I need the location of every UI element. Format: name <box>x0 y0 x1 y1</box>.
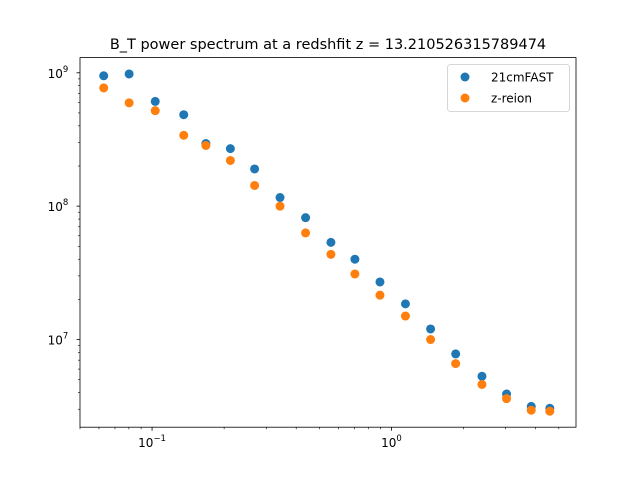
data-point-z-reion <box>502 394 512 404</box>
legend-box <box>447 64 570 112</box>
legend-label: 21cmFAST <box>491 71 554 85</box>
data-point-21cmfast <box>400 299 410 309</box>
data-point-z-reion <box>301 228 311 238</box>
data-point-21cmfast <box>426 324 436 334</box>
y-tick-label: 107 <box>48 332 69 348</box>
x-tick-label: 10−1 <box>138 434 166 450</box>
data-point-z-reion <box>179 130 189 140</box>
data-point-z-reion <box>124 98 134 108</box>
y-axis: 107 108 109 <box>48 65 80 410</box>
data-point-21cmfast <box>451 349 461 359</box>
data-point-21cmfast <box>250 164 260 174</box>
data-point-21cmfast <box>225 144 235 154</box>
data-point-z-reion <box>545 406 555 416</box>
data-point-z-reion <box>400 311 410 321</box>
legend-label: z-reion <box>491 92 532 106</box>
x-axis: 10−1 100 <box>79 427 560 450</box>
data-point-z-reion <box>250 180 260 190</box>
data-point-z-reion <box>350 269 360 279</box>
data-point-21cmfast <box>150 96 160 106</box>
data-point-z-reion <box>225 155 235 165</box>
data-point-z-reion <box>451 359 461 369</box>
y-tick-label: 109 <box>48 65 69 81</box>
chart-title: B_T power spectrum at a redshfit z = 13.… <box>110 37 546 53</box>
data-point-21cmfast <box>124 69 134 79</box>
data-point-z-reion <box>326 249 336 259</box>
legend: 21cmFAST z-reion <box>447 64 570 112</box>
data-point-21cmfast <box>477 371 487 381</box>
data-point-z-reion <box>99 83 109 93</box>
legend-marker <box>460 72 470 82</box>
data-point-z-reion <box>526 405 536 415</box>
data-point-21cmfast <box>375 277 385 287</box>
data-point-z-reion <box>275 201 285 211</box>
data-point-21cmfast <box>301 213 311 223</box>
data-point-z-reion <box>150 106 160 116</box>
data-point-21cmfast <box>326 237 336 247</box>
data-point-21cmfast <box>275 193 285 203</box>
data-point-21cmfast <box>350 254 360 264</box>
data-point-z-reion <box>477 379 487 389</box>
axes-frame <box>79 57 577 428</box>
data-point-z-reion <box>375 290 385 300</box>
data-point-z-reion <box>426 335 436 345</box>
y-tick-label: 108 <box>48 198 69 214</box>
data-point-21cmfast <box>99 71 109 81</box>
x-tick-label: 100 <box>381 434 402 450</box>
data-point-21cmfast <box>179 110 189 120</box>
data-point-z-reion <box>201 140 211 150</box>
legend-marker <box>460 93 470 103</box>
plot-area <box>99 69 555 416</box>
